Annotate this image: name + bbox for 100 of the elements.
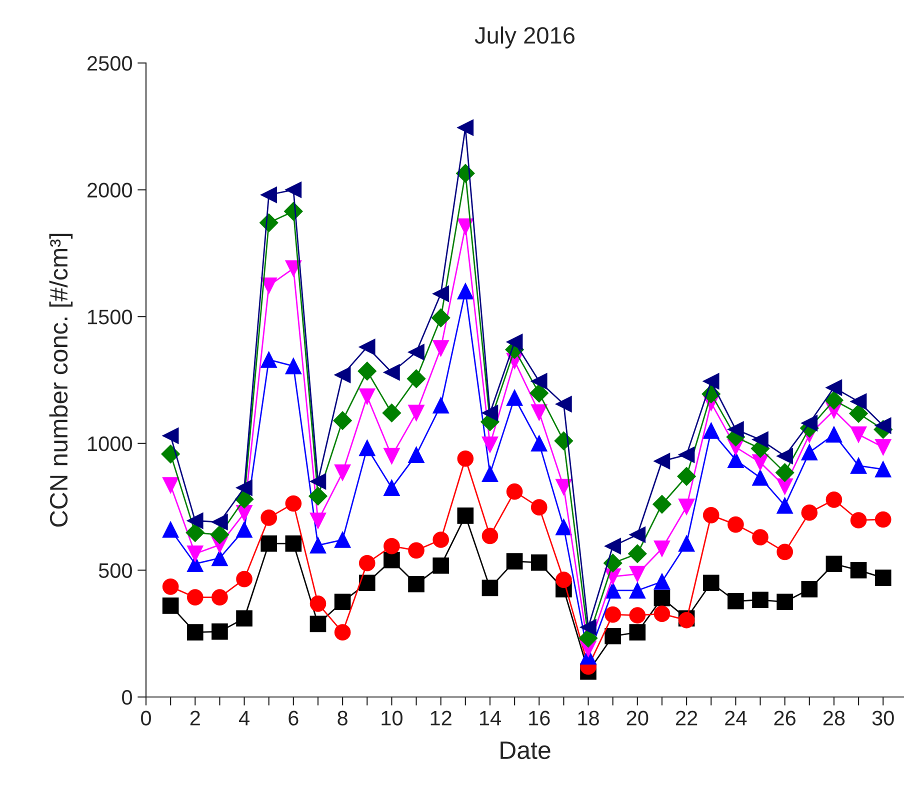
point: [482, 580, 498, 596]
point: [457, 120, 474, 136]
x-tick-label: 6: [288, 710, 298, 726]
x-tick-label: 20: [626, 710, 648, 726]
point: [849, 404, 868, 423]
point: [212, 550, 228, 566]
point: [801, 444, 818, 460]
y-tick-label: 2000: [88, 182, 132, 198]
point: [236, 610, 252, 627]
point: [260, 535, 278, 552]
point: [530, 384, 548, 403]
x-tick-label: 8: [338, 710, 348, 726]
point: [629, 624, 646, 640]
point: [285, 495, 302, 512]
point: [702, 574, 720, 592]
point: [310, 512, 326, 529]
point: [506, 553, 523, 570]
point: [850, 562, 867, 578]
point: [752, 469, 768, 486]
point: [482, 404, 498, 422]
point: [654, 606, 670, 622]
point: [234, 490, 254, 509]
point: [826, 492, 842, 508]
point: [358, 338, 376, 356]
point: [236, 570, 252, 588]
point: [776, 544, 793, 560]
point: [186, 512, 204, 529]
point: [457, 283, 474, 300]
point: [384, 552, 400, 568]
point: [728, 421, 744, 438]
point: [162, 578, 179, 595]
point: [260, 352, 278, 368]
point: [358, 362, 376, 380]
point: [457, 218, 474, 235]
point: [654, 452, 670, 470]
point: [382, 404, 402, 422]
point: [161, 444, 180, 464]
point: [212, 514, 228, 530]
point: [260, 186, 278, 204]
point: [702, 422, 720, 439]
point: [874, 511, 892, 528]
point: [308, 486, 328, 506]
point: [186, 624, 204, 640]
y-tick-label: 1000: [88, 436, 132, 452]
point: [186, 523, 204, 542]
x-tick-label: 0: [141, 710, 151, 726]
point: [629, 607, 646, 624]
x-tick-label: 14: [480, 710, 501, 726]
point: [506, 483, 523, 500]
point: [702, 373, 720, 390]
point: [654, 540, 670, 557]
x-tick-label: 12: [430, 710, 452, 726]
point: [358, 554, 376, 572]
point: [556, 518, 572, 536]
point: [652, 494, 672, 514]
point: [432, 340, 450, 356]
point: [752, 592, 768, 608]
point: [530, 435, 548, 452]
point: [482, 436, 498, 453]
y-tick-label: 500: [98, 563, 132, 578]
point: [776, 594, 793, 610]
x-tick-label: 22: [676, 710, 698, 726]
point: [702, 507, 720, 524]
point: [310, 537, 326, 554]
point: [826, 379, 842, 396]
point: [334, 532, 351, 548]
point: [728, 516, 744, 533]
point: [431, 308, 450, 328]
point: [358, 574, 376, 592]
point: [775, 463, 794, 482]
point: [628, 544, 647, 564]
point: [776, 448, 793, 464]
point: [556, 478, 572, 496]
point: [408, 404, 424, 422]
point: [654, 573, 670, 590]
point: [384, 448, 400, 464]
point: [677, 467, 696, 486]
x-tick-label: 2: [190, 710, 200, 726]
point: [334, 624, 351, 640]
point: [530, 499, 548, 516]
point: [530, 554, 548, 571]
point: [824, 390, 844, 410]
point: [432, 557, 450, 574]
point: [604, 628, 621, 644]
point: [236, 480, 252, 496]
point: [186, 589, 204, 606]
point: [728, 452, 744, 468]
point: [334, 594, 351, 610]
point: [850, 426, 867, 443]
x-tick-label: 28: [823, 710, 845, 726]
point: [874, 461, 892, 478]
point: [874, 439, 892, 456]
point: [457, 508, 474, 524]
point: [212, 623, 228, 640]
point: [506, 334, 523, 350]
point: [728, 592, 744, 610]
point: [654, 590, 670, 606]
y-tick-label: 0: [122, 690, 132, 705]
point: [678, 498, 695, 515]
point: [580, 619, 596, 636]
